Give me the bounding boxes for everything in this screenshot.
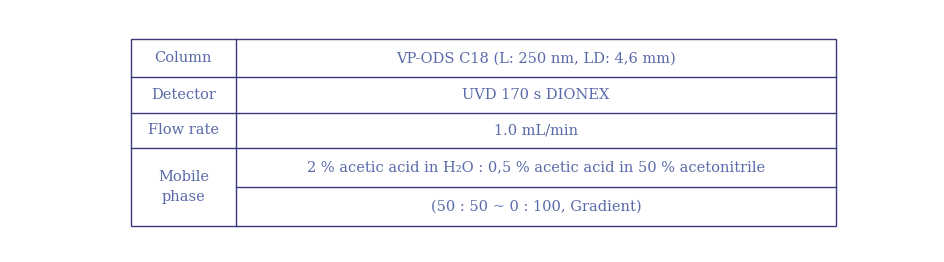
Text: VP-ODS C18 (L: 250 nm, LD: 4,6 mm): VP-ODS C18 (L: 250 nm, LD: 4,6 mm) [396, 51, 676, 65]
Text: UVD 170 s DIONEX: UVD 170 s DIONEX [463, 88, 610, 102]
Text: 1.0 mL/min: 1.0 mL/min [494, 123, 578, 138]
Text: (50 : 50 ~ 0 : 100, Gradient): (50 : 50 ~ 0 : 100, Gradient) [430, 199, 641, 213]
Text: Flow rate: Flow rate [148, 123, 219, 138]
Text: 2 % acetic acid in H₂O : 0,5 % acetic acid in 50 % acetonitrile: 2 % acetic acid in H₂O : 0,5 % acetic ac… [307, 161, 765, 174]
Text: Mobile
phase: Mobile phase [158, 170, 209, 204]
Text: Column: Column [155, 51, 212, 65]
Text: Detector: Detector [151, 88, 216, 102]
